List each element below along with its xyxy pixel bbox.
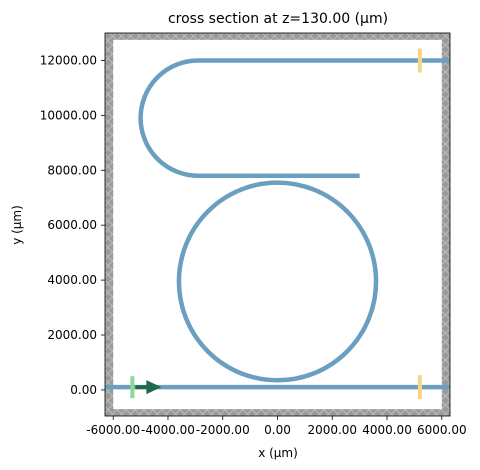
source-direction-arrowhead	[146, 380, 162, 395]
source-monitor-markers	[130, 48, 422, 400]
waveguide-structures	[105, 58, 450, 390]
x-tick-label: -6000.00	[86, 423, 140, 437]
x-tick-label: -4000.00	[141, 423, 195, 437]
y-tick-label: 6000.00	[47, 218, 97, 232]
y-tick-label: 10000.00	[40, 108, 97, 122]
x-tick-label: 4000.00	[362, 423, 412, 437]
x-axis-ticks: -6000.00 -4000.00 -2000.00 0.00 2000.00 4000.…	[86, 416, 467, 437]
ring-resonator	[176, 180, 379, 383]
y-tick-label: 0.00	[70, 383, 97, 397]
y-axis-label: y (μm)	[10, 205, 24, 245]
x-tick-label: -2000.00	[196, 423, 250, 437]
y-tick-label: 2000.00	[47, 328, 97, 342]
chart-title: cross section at z=130.00 (μm)	[168, 11, 388, 27]
x-tick-label: 2000.00	[307, 423, 357, 437]
y-tick-label: 8000.00	[47, 163, 97, 177]
y-tick-label: 4000.00	[47, 273, 97, 287]
x-tick-label: 0.00	[264, 423, 291, 437]
y-axis-ticks: 0.00 2000.00 4000.00 6000.00 8000.00 10000.00…	[40, 53, 105, 397]
top-bent-waveguide	[138, 58, 450, 179]
x-axis-label: x (μm)	[258, 446, 298, 460]
simulation-domain	[113, 39, 442, 410]
plot-area	[105, 33, 450, 416]
x-tick-label: 6000.00	[417, 423, 467, 437]
y-tick-label: 12000.00	[40, 53, 97, 67]
